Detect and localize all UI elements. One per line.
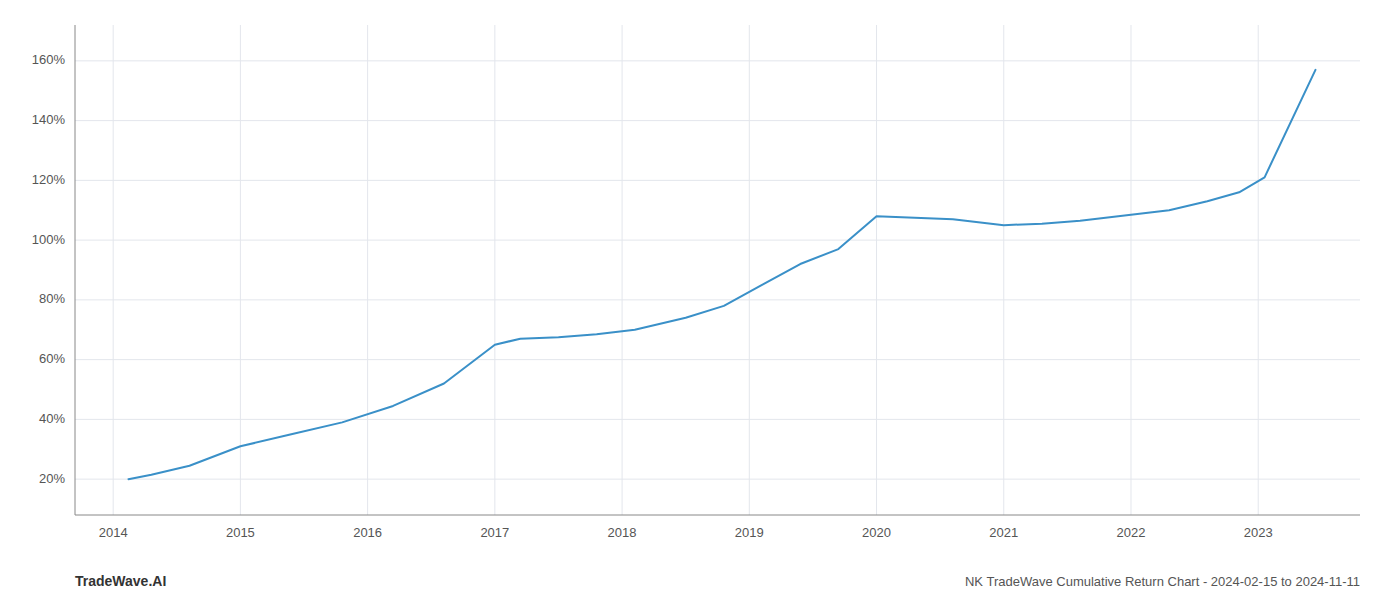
grid (75, 25, 1360, 515)
x-grid-line (1003, 25, 1004, 515)
x-tick-label: 2022 (1117, 525, 1146, 540)
y-tick-label: 160% (32, 52, 66, 67)
y-axis-line (75, 25, 76, 515)
x-tick-label: 2021 (989, 525, 1018, 540)
y-tick-label: 40% (39, 411, 65, 426)
x-axis-line (75, 515, 1360, 516)
y-grid-line (75, 120, 1360, 121)
x-grid-line (113, 25, 114, 515)
x-tick-label: 2015 (226, 525, 255, 540)
x-tick-label: 2017 (480, 525, 509, 540)
plot-area (128, 70, 1315, 479)
x-tick-label: 2023 (1244, 525, 1273, 540)
x-tick-label: 2018 (608, 525, 637, 540)
y-tick-label: 60% (39, 351, 65, 366)
y-tick-label: 100% (32, 232, 66, 247)
y-grid-line (75, 359, 1360, 360)
y-grid-line (75, 419, 1360, 420)
y-tick-label: 120% (32, 172, 66, 187)
y-tick-label: 80% (39, 291, 65, 306)
x-grid-line (367, 25, 368, 515)
chart-svg: 20% 40% 60% 80% 100% 120% 140% 160% 2014 2015 2016… (0, 0, 1400, 600)
x-tick-label: 2020 (862, 525, 891, 540)
watermark-right: NK TradeWave Cumulative Return Chart - 2… (965, 574, 1360, 589)
x-grid-line (622, 25, 623, 515)
y-tick-label: 140% (32, 112, 66, 127)
x-grid-line (749, 25, 750, 515)
x-grid-line (240, 25, 241, 515)
x-grid-line (494, 25, 495, 515)
chart-container: 20% 40% 60% 80% 100% 120% 140% 160% 2014 2015 2016… (0, 0, 1400, 600)
watermark-left: TradeWave.AI (75, 573, 166, 589)
x-grid-line (1130, 25, 1131, 515)
y-tick-label: 20% (39, 471, 65, 486)
x-tick-label: 2016 (353, 525, 382, 540)
x-grid-line (876, 25, 877, 515)
y-grid-line (75, 180, 1360, 181)
x-grid-line (1258, 25, 1259, 515)
x-tick-label: 2019 (735, 525, 764, 540)
y-grid-line (75, 299, 1360, 300)
x-tick-label: 2014 (99, 525, 128, 540)
data-line (128, 70, 1315, 479)
y-grid-line (75, 60, 1360, 61)
y-grid-line (75, 479, 1360, 480)
y-grid-line (75, 240, 1360, 241)
axes: 20% 40% 60% 80% 100% 120% 140% 160% 2014 2015 2016… (32, 25, 1360, 540)
